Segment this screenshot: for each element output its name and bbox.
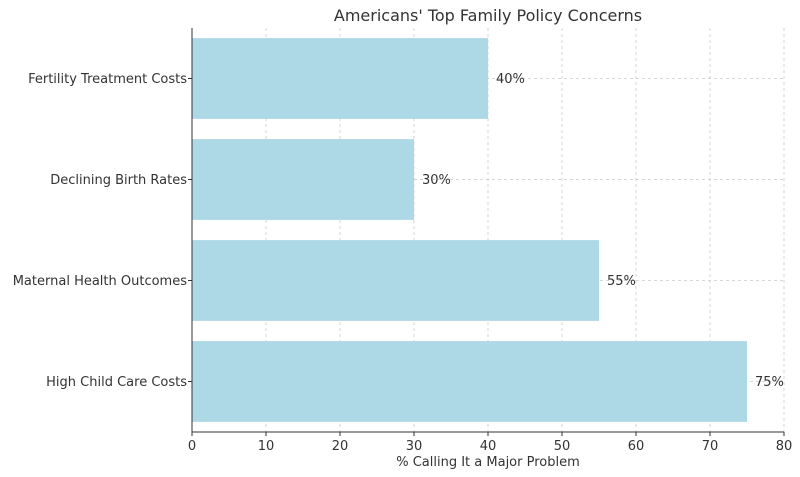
x-tick-label-5: 50: [554, 439, 571, 454]
x-tick-label-4: 40: [480, 439, 497, 454]
bar-1: [192, 240, 599, 321]
data-label-3: 40%: [496, 72, 525, 87]
x-tick-label-1: 10: [258, 439, 275, 454]
x-axis-label: % Calling It a Major Problem: [396, 455, 580, 470]
labels: 0 10 20 30 40 50 60 70 80 High Child Care Costs 75…: [13, 72, 793, 454]
y-tick-label-3: Fertility Treatment Costs: [28, 72, 187, 87]
x-tick-label-6: 60: [628, 439, 645, 454]
y-tick-label-0: High Child Care Costs: [46, 375, 187, 390]
bars: [192, 38, 747, 422]
chart-title: Americans' Top Family Policy Concerns: [334, 6, 642, 25]
y-tick-label-1: Maternal Health Outcomes: [13, 274, 187, 289]
x-tick-label-2: 20: [332, 439, 349, 454]
y-tick-label-2: Declining Birth Rates: [50, 173, 187, 188]
x-tick-label-7: 70: [702, 439, 719, 454]
axes: [188, 28, 785, 436]
bar-0: [192, 341, 747, 422]
data-label-0: 75%: [755, 375, 784, 390]
x-tick-label-8: 80: [776, 439, 793, 454]
bar-2: [192, 139, 414, 220]
bar-3: [192, 38, 488, 119]
data-label-1: 55%: [607, 274, 636, 289]
data-label-2: 30%: [422, 173, 451, 188]
x-tick-label-3: 30: [406, 439, 423, 454]
x-tick-label-0: 0: [188, 439, 196, 454]
